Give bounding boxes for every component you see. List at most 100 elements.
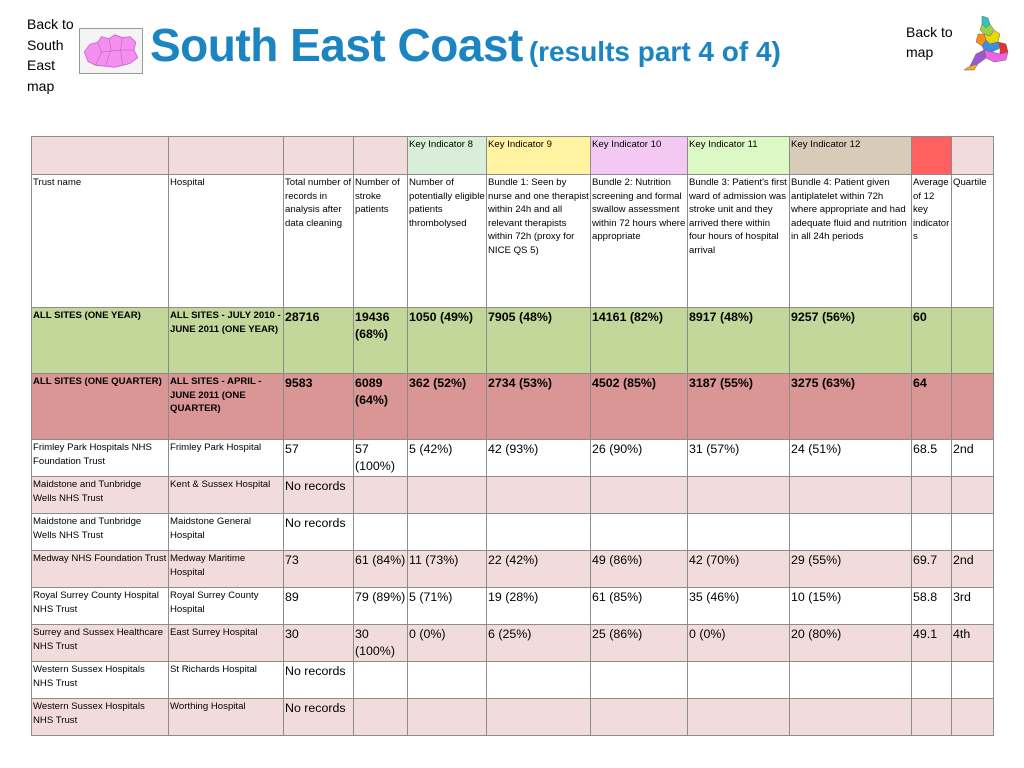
ki11-cell: 42 (70%) bbox=[687, 550, 790, 588]
ki9-cell bbox=[486, 661, 591, 699]
empty-cell bbox=[168, 136, 284, 175]
summary-row-one-quarter: ALL SITES (ONE QUARTER) ALL SITES - APRI… bbox=[31, 373, 994, 440]
ki8-cell bbox=[407, 698, 487, 736]
stroke-cell: 30 (100%) bbox=[353, 624, 408, 662]
empty-cell bbox=[31, 136, 169, 175]
average-cell: 69.7 bbox=[911, 550, 952, 588]
trust-cell: ALL SITES (ONE QUARTER) bbox=[31, 373, 169, 440]
ki12-cell: 24 (51%) bbox=[789, 439, 912, 477]
hospital-cell: Kent & Sussex Hospital bbox=[168, 476, 284, 514]
stroke-cell: 6089 (64%) bbox=[353, 373, 408, 440]
average-cell: 49.1 bbox=[911, 624, 952, 662]
ki10-cell: 61 (85%) bbox=[590, 587, 688, 625]
ki12-cell bbox=[789, 661, 912, 699]
ki9-cell bbox=[486, 698, 591, 736]
ki10-cell bbox=[590, 698, 688, 736]
ki8-cell: 5 (71%) bbox=[407, 587, 487, 625]
hospital-cell: Frimley Park Hospital bbox=[168, 439, 284, 477]
title-subtitle: (results part 4 of 4) bbox=[528, 36, 781, 67]
ki9-cell: 19 (28%) bbox=[486, 587, 591, 625]
ki10-cell: 4502 (85%) bbox=[590, 373, 688, 440]
ki11-cell: 31 (57%) bbox=[687, 439, 790, 477]
table-row: Royal Surrey County Hospital NHS Trust Ro… bbox=[31, 587, 994, 625]
ki9-cell: 2734 (53%) bbox=[486, 373, 591, 440]
hospital-cell: Worthing Hospital bbox=[168, 698, 284, 736]
ki10-cell bbox=[590, 513, 688, 551]
trust-cell: Frimley Park Hospitals NHS Foundation Tr… bbox=[31, 439, 169, 477]
stroke-cell bbox=[353, 698, 408, 736]
ki10-cell bbox=[590, 476, 688, 514]
south-east-region-map-icon[interactable] bbox=[79, 28, 143, 74]
back-to-map-link[interactable]: Back to map bbox=[906, 24, 953, 60]
key-indicator-12-label: Key Indicator 12 bbox=[789, 136, 912, 175]
stroke-cell bbox=[353, 476, 408, 514]
england-regions-map-icon[interactable] bbox=[960, 14, 1012, 72]
average-cell bbox=[911, 476, 952, 514]
stroke-cell: 19436 (68%) bbox=[353, 307, 408, 374]
quartile-cell bbox=[951, 661, 994, 699]
column-header: Total number of records in analysis afte… bbox=[283, 174, 354, 308]
average-cell: 60 bbox=[911, 307, 952, 374]
table-row: Medway NHS Foundation Trust Medway Mariti… bbox=[31, 550, 994, 588]
total-cell: 9583 bbox=[283, 373, 354, 440]
quartile-cell: 4th bbox=[951, 624, 994, 662]
table-row: Western Sussex Hospitals NHS Trust Worthi… bbox=[31, 698, 994, 736]
trust-cell: ALL SITES (ONE YEAR) bbox=[31, 307, 169, 374]
average-cell bbox=[911, 661, 952, 699]
ki10-cell bbox=[590, 661, 688, 699]
quartile-cell: 3rd bbox=[951, 587, 994, 625]
empty-cell bbox=[951, 136, 994, 175]
stroke-cell: 79 (89%) bbox=[353, 587, 408, 625]
average-cell: 58.8 bbox=[911, 587, 952, 625]
table-row: Western Sussex Hospitals NHS Trust St Ric… bbox=[31, 661, 994, 699]
ki9-cell: 7905 (48%) bbox=[486, 307, 591, 374]
ki8-cell: 0 (0%) bbox=[407, 624, 487, 662]
stroke-cell bbox=[353, 513, 408, 551]
empty-cell bbox=[353, 136, 408, 175]
column-header: Trust name bbox=[31, 174, 169, 308]
summary-row-one-year: ALL SITES (ONE YEAR) ALL SITES - JULY 20… bbox=[31, 307, 994, 374]
ki8-cell: 1050 (49%) bbox=[407, 307, 487, 374]
back-to-south-east-map-link[interactable]: Back to South East map bbox=[27, 16, 74, 94]
trust-cell: Royal Surrey County Hospital NHS Trust bbox=[31, 587, 169, 625]
ki12-cell: 20 (80%) bbox=[789, 624, 912, 662]
ki11-cell bbox=[687, 661, 790, 699]
total-cell: No records bbox=[283, 476, 354, 514]
column-header-row: Trust name Hospital Total number of reco… bbox=[31, 174, 994, 308]
results-table: Key Indicator 8 Key Indicator 9 Key Indi… bbox=[31, 136, 994, 736]
ki10-cell: 49 (86%) bbox=[590, 550, 688, 588]
column-header: Bundle 4: Patient given antiplatelet wit… bbox=[789, 174, 912, 308]
ki12-cell: 29 (55%) bbox=[789, 550, 912, 588]
quartile-cell: 2nd bbox=[951, 550, 994, 588]
ki12-cell: 3275 (63%) bbox=[789, 373, 912, 440]
column-header: Number of stroke patients bbox=[353, 174, 408, 308]
stroke-cell: 57 (100%) bbox=[353, 439, 408, 477]
ki8-cell bbox=[407, 513, 487, 551]
column-header: Number of potentially eligible patients … bbox=[407, 174, 487, 308]
hospital-cell: ALL SITES - JULY 2010 - JUNE 2011 (ONE Y… bbox=[168, 307, 284, 374]
average-cell: 68.5 bbox=[911, 439, 952, 477]
trust-cell: Medway NHS Foundation Trust bbox=[31, 550, 169, 588]
ki10-cell: 25 (86%) bbox=[590, 624, 688, 662]
ki8-cell bbox=[407, 476, 487, 514]
total-cell: 73 bbox=[283, 550, 354, 588]
ki12-cell bbox=[789, 513, 912, 551]
ki8-cell: 5 (42%) bbox=[407, 439, 487, 477]
average-cell: 64 bbox=[911, 373, 952, 440]
stroke-cell: 61 (84%) bbox=[353, 550, 408, 588]
ki11-cell bbox=[687, 513, 790, 551]
hospital-cell: Maidstone General Hospital bbox=[168, 513, 284, 551]
column-header: Bundle 3: Patient's first ward of admiss… bbox=[687, 174, 790, 308]
average-cell bbox=[911, 513, 952, 551]
table-row: Maidstone and Tunbridge Wells NHS Trust M… bbox=[31, 513, 994, 551]
table-row: Maidstone and Tunbridge Wells NHS Trust K… bbox=[31, 476, 994, 514]
trust-cell: Western Sussex Hospitals NHS Trust bbox=[31, 698, 169, 736]
ki10-cell: 26 (90%) bbox=[590, 439, 688, 477]
ki9-cell: 6 (25%) bbox=[486, 624, 591, 662]
total-cell: 57 bbox=[283, 439, 354, 477]
ki11-cell: 3187 (55%) bbox=[687, 373, 790, 440]
trust-cell: Maidstone and Tunbridge Wells NHS Trust bbox=[31, 513, 169, 551]
ki11-cell bbox=[687, 698, 790, 736]
ki11-cell: 8917 (48%) bbox=[687, 307, 790, 374]
column-header: Average of 12 key indicators bbox=[911, 174, 952, 308]
